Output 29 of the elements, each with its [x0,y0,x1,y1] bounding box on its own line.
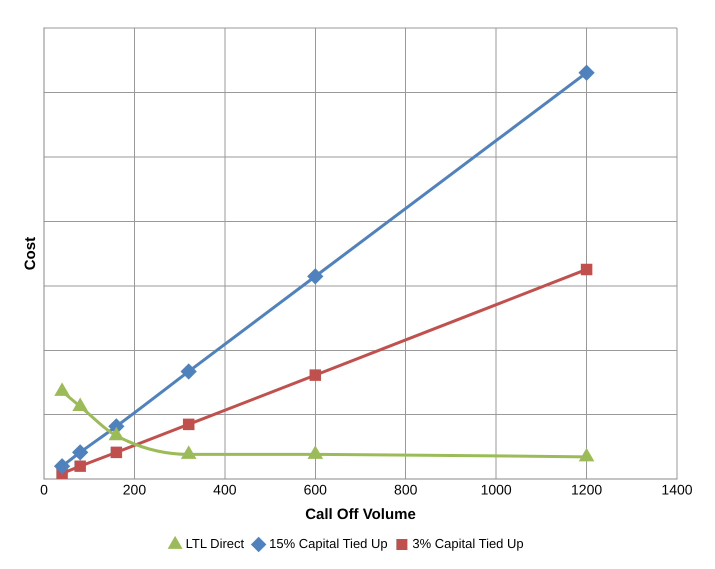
y-axis-title: Cost [22,236,40,270]
point [72,444,88,460]
x-tick-label: 0 [40,481,48,498]
x-axis-title: Call Off Volume [305,506,416,524]
point [54,458,70,474]
legend-label: 15% Capital Tied Up [269,536,388,552]
point [74,460,86,472]
legend-label: 3% Capital Tied Up [412,536,524,552]
point [580,264,592,276]
point [110,446,122,458]
point [73,398,87,411]
legend-label: LTL Direct [186,536,245,552]
x-tick-label: 200 [122,481,146,498]
point [308,446,322,459]
point [182,446,196,459]
point [182,418,194,430]
point [55,384,69,396]
point [181,364,196,379]
point [308,268,323,284]
point [579,65,594,80]
x-tick-label: 1400 [661,481,693,498]
point [310,369,322,381]
x-tick-label: 400 [213,481,237,498]
point [110,428,124,440]
point [580,449,594,462]
x-tick-label: 600 [304,481,328,498]
x-tick-label: 800 [394,481,418,498]
x-tick-label: 1000 [480,481,512,498]
x-tick-label: 1200 [570,481,602,498]
